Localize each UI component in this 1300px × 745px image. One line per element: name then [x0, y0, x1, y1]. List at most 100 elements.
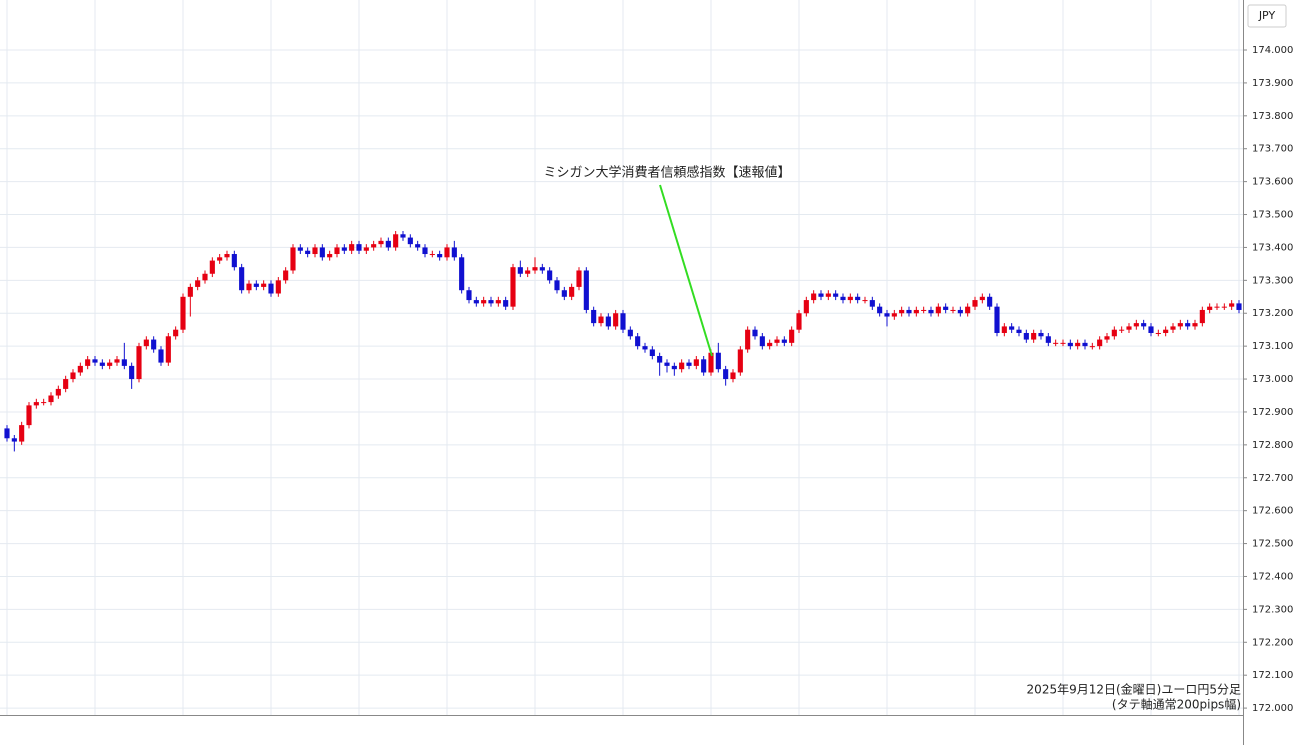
candle-body [576, 270, 582, 287]
candle-body [1119, 329, 1125, 331]
y-tick-label: 172.600 [1252, 506, 1293, 517]
note: 2025年9月12日(金曜日)ユーロ円5分足 [1027, 682, 1241, 697]
candle-body [972, 300, 978, 307]
candle-body [869, 300, 875, 307]
candle-body [158, 349, 164, 363]
candle-body [319, 247, 325, 258]
candle-body [730, 372, 736, 380]
candle-body [825, 293, 831, 297]
candle-body [1221, 306, 1227, 308]
candle-body [1126, 326, 1132, 330]
y-tick-label: 172.400 [1252, 571, 1293, 582]
y-tick-label: 172.700 [1252, 473, 1293, 484]
candle-body [1045, 336, 1051, 343]
candle-body [1214, 306, 1220, 308]
y-tick-label: 172.000 [1252, 703, 1293, 714]
candle-body [473, 300, 479, 304]
candle-body [217, 257, 223, 261]
candle-body [598, 316, 604, 324]
candle-body [209, 260, 215, 274]
y-tick-label: 173.400 [1252, 242, 1293, 253]
candle-body [957, 309, 963, 314]
candle-body [913, 309, 919, 314]
candle-body [253, 283, 259, 287]
candle-body [627, 329, 633, 337]
candle-body [840, 296, 846, 301]
y-tick-label: 174.000 [1252, 45, 1293, 56]
candle-body [422, 247, 428, 255]
candle-body [1089, 346, 1095, 348]
candle-body [246, 283, 252, 291]
candle-body [657, 356, 663, 363]
candle-body [33, 402, 39, 406]
candle-body [312, 247, 318, 255]
candle-body [459, 257, 465, 291]
candle-body [906, 309, 912, 314]
candle-body [781, 339, 787, 343]
candle-body [517, 267, 523, 274]
candle-body [503, 300, 509, 307]
candle-body [195, 280, 201, 287]
candle-body [1031, 332, 1037, 340]
candle-body [1148, 326, 1154, 333]
candle-body [1023, 332, 1029, 340]
candle-body [1104, 336, 1110, 340]
candle-body [107, 362, 113, 366]
candle-body [305, 250, 311, 255]
candle-body [99, 362, 105, 366]
candle-body [187, 286, 193, 297]
candle-body [1229, 303, 1235, 307]
candle-body [1075, 342, 1081, 347]
candle-body [1192, 323, 1198, 327]
y-axis: 172.000 172.100 172.200 172.300 172.400 172.5… [1243, 45, 1293, 714]
candle-body [407, 237, 413, 245]
candle-body [847, 296, 853, 301]
candle-body [1133, 323, 1139, 327]
candle-body [613, 313, 619, 327]
candle-body [855, 296, 861, 301]
candle-body [701, 359, 707, 373]
candle-body [745, 329, 751, 350]
candle-body [1016, 329, 1022, 333]
candle-body [708, 352, 714, 373]
candles [4, 230, 1242, 452]
candle-body [818, 293, 824, 297]
candle-body [334, 247, 340, 255]
candle-body [429, 254, 435, 256]
candle-body [737, 349, 743, 373]
candle-body [789, 329, 795, 343]
candle-body [1185, 323, 1191, 327]
y-tick-label: 172.800 [1252, 440, 1293, 451]
candle-body [290, 247, 296, 271]
candle-body [569, 286, 575, 297]
candle-body [202, 273, 208, 281]
candle-body [950, 309, 956, 311]
candle-body [1067, 342, 1073, 347]
candle-body [877, 306, 883, 314]
y-tick-label: 173.200 [1252, 308, 1293, 319]
candle-body [649, 349, 655, 357]
candle-body [283, 270, 289, 281]
candle-body [151, 339, 157, 350]
y-tick-label: 173.100 [1252, 341, 1293, 352]
candle-body [510, 267, 516, 307]
candle-body [11, 438, 17, 442]
candle-body [349, 244, 355, 251]
candle-body [693, 359, 699, 366]
candle-body [41, 402, 47, 404]
candle-body [143, 339, 149, 347]
y-tick-label: 172.300 [1252, 604, 1293, 615]
candle-body [385, 240, 391, 248]
candle-body [664, 362, 670, 366]
candle-body [26, 405, 32, 426]
note: (タテ軸通常200pips幅) [1112, 697, 1241, 712]
candle-body [77, 365, 83, 373]
candle-body [495, 300, 501, 304]
candle-body [833, 293, 839, 297]
candle-body [591, 309, 597, 324]
candle-body [275, 280, 281, 294]
candle-body [488, 300, 494, 304]
candle-body [935, 306, 941, 314]
